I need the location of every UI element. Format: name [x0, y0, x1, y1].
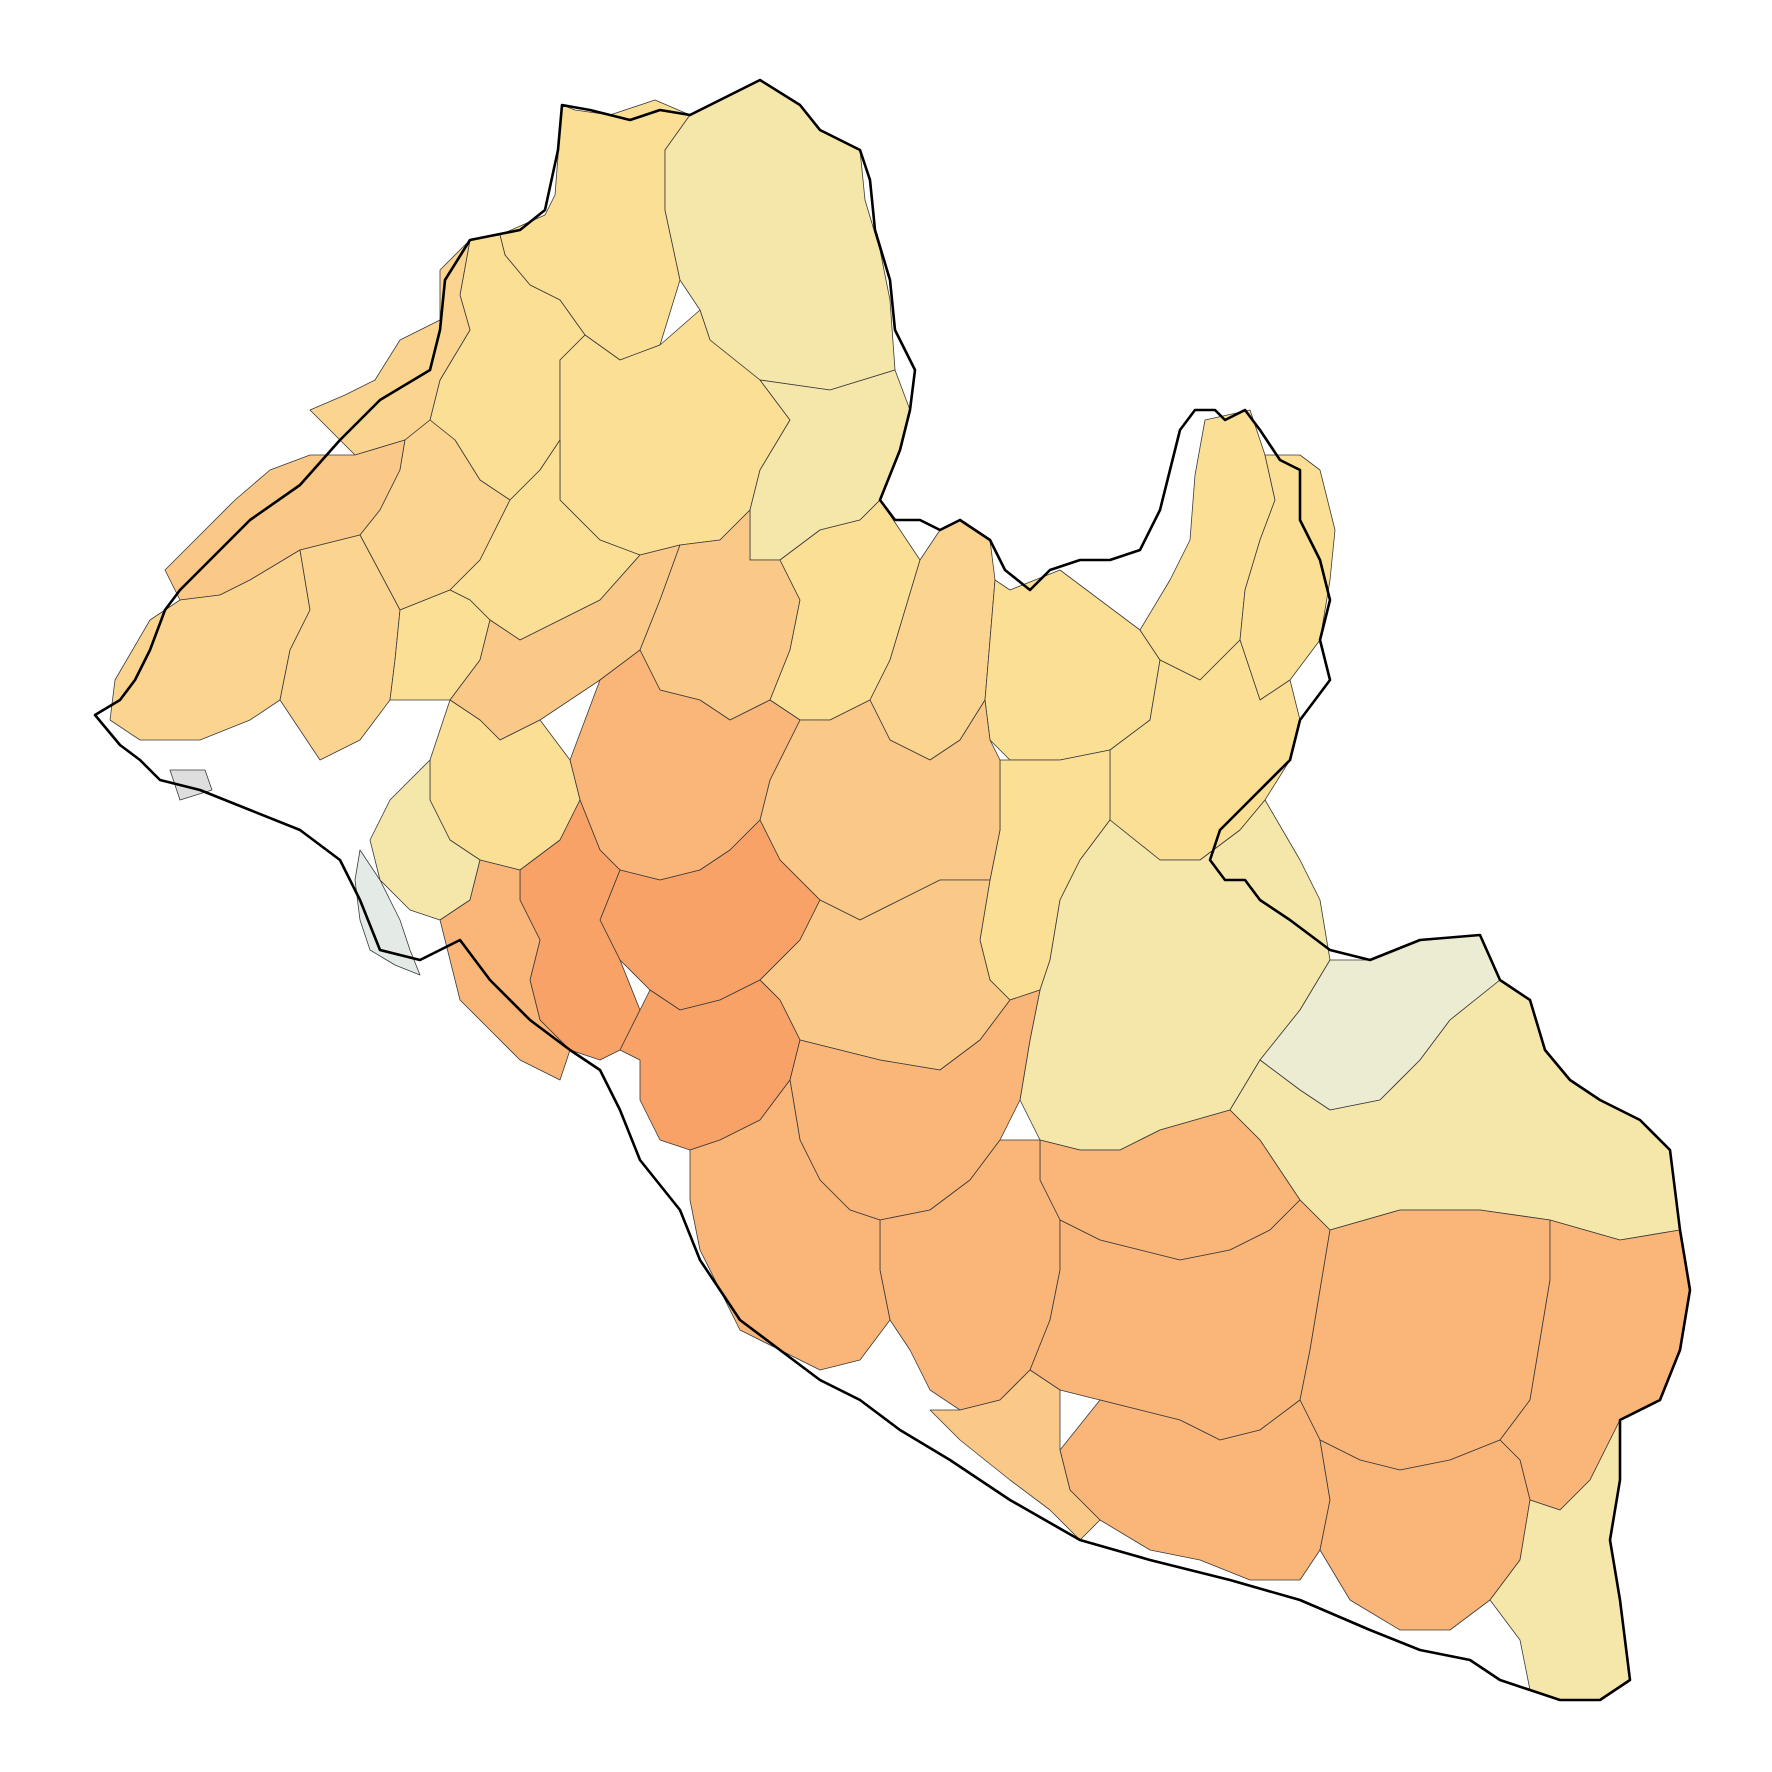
district-regions: [109, 79, 1691, 1701]
district-region[interactable]: [354, 849, 421, 976]
district-region[interactable]: [689, 1079, 891, 1371]
district-region[interactable]: [279, 534, 401, 761]
national-border: [93, 78, 1692, 1702]
district-region[interactable]: [984, 569, 1161, 761]
district-region[interactable]: [169, 769, 213, 801]
district-region[interactable]: [929, 1369, 1101, 1541]
